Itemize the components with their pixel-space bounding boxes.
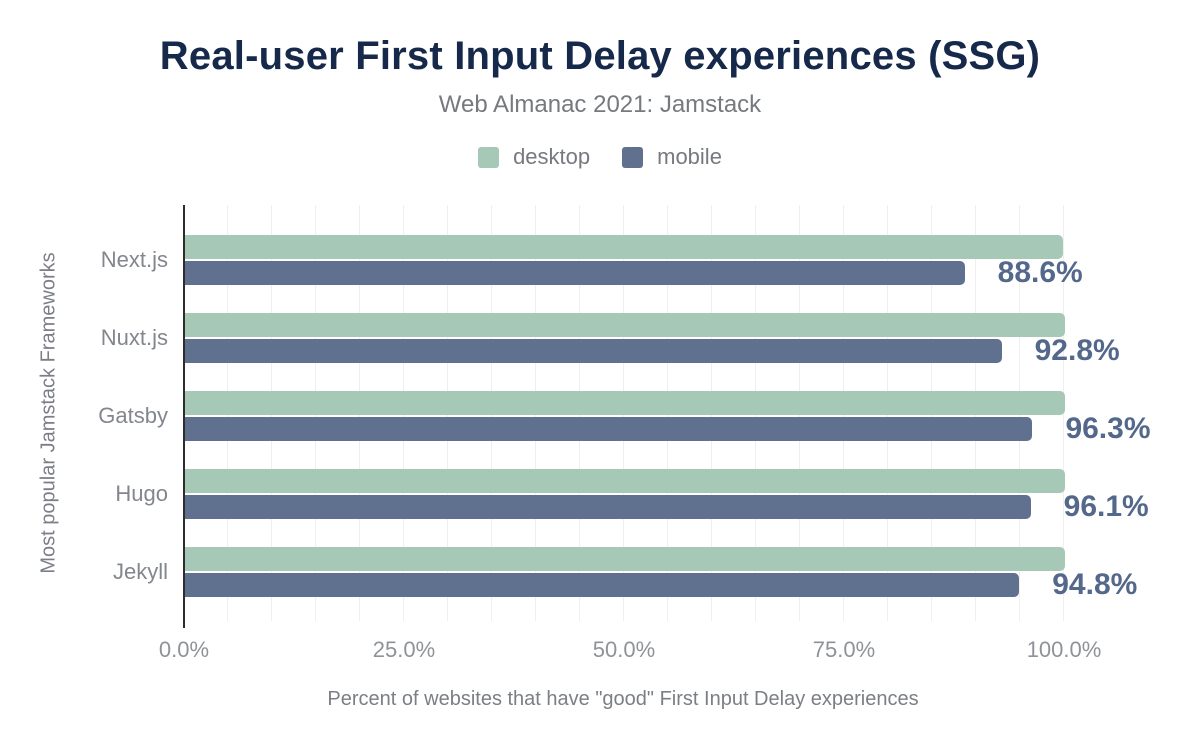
desktop-bar xyxy=(185,469,1065,493)
category-label: Gatsby xyxy=(98,403,168,428)
desktop-bar xyxy=(185,391,1065,415)
x-tick-label: 75.0% xyxy=(812,637,876,662)
plot-area: Next.js 88.6% Nuxt.js 92.8% Gatsby 96.3% Hugo 9… xyxy=(98,205,1151,662)
y-axis-line xyxy=(183,205,185,628)
x-tick-label: 50.0% xyxy=(592,637,656,662)
category-label: Next.js xyxy=(100,247,168,272)
legend-label-mobile: mobile xyxy=(657,144,722,169)
mobile-bar xyxy=(185,495,1031,519)
desktop-bar xyxy=(185,547,1065,571)
legend-item-desktop: desktop xyxy=(478,144,590,170)
data-label: 96.3% xyxy=(1065,412,1151,445)
chart-title: Real-user First Input Delay experiences … xyxy=(159,34,1041,78)
data-label: 92.8% xyxy=(1034,334,1120,367)
desktop-bar xyxy=(185,235,1064,259)
data-label: 96.1% xyxy=(1063,490,1149,523)
x-tick-label: 100.0% xyxy=(1026,637,1102,662)
mobile-bar xyxy=(185,573,1020,597)
category-label: Jekyll xyxy=(112,559,168,584)
y-axis-title: Most popular Jamstack Frameworks xyxy=(37,252,60,574)
desktop-bar xyxy=(185,313,1065,337)
x-axis-title: Percent of websites that have "good" Fir… xyxy=(327,688,919,710)
legend-label-desktop: desktop xyxy=(513,144,591,169)
category-label: Hugo xyxy=(115,481,168,506)
x-tick-label: 25.0% xyxy=(372,637,436,662)
mobile-bar xyxy=(185,339,1002,363)
mobile-bar xyxy=(185,417,1033,441)
data-label: 88.6% xyxy=(997,256,1083,289)
x-tick-label: 0.0% xyxy=(158,637,210,662)
mobile-swatch-icon xyxy=(622,146,644,168)
data-label: 94.8% xyxy=(1052,568,1138,601)
legend-item-mobile: mobile xyxy=(622,144,722,170)
category-label: Nuxt.js xyxy=(100,325,168,350)
mobile-bar xyxy=(185,261,965,285)
desktop-swatch-icon xyxy=(478,146,500,168)
chart-subtitle: Web Almanac 2021: Jamstack xyxy=(438,91,762,118)
legend: desktop mobile xyxy=(0,144,1200,170)
